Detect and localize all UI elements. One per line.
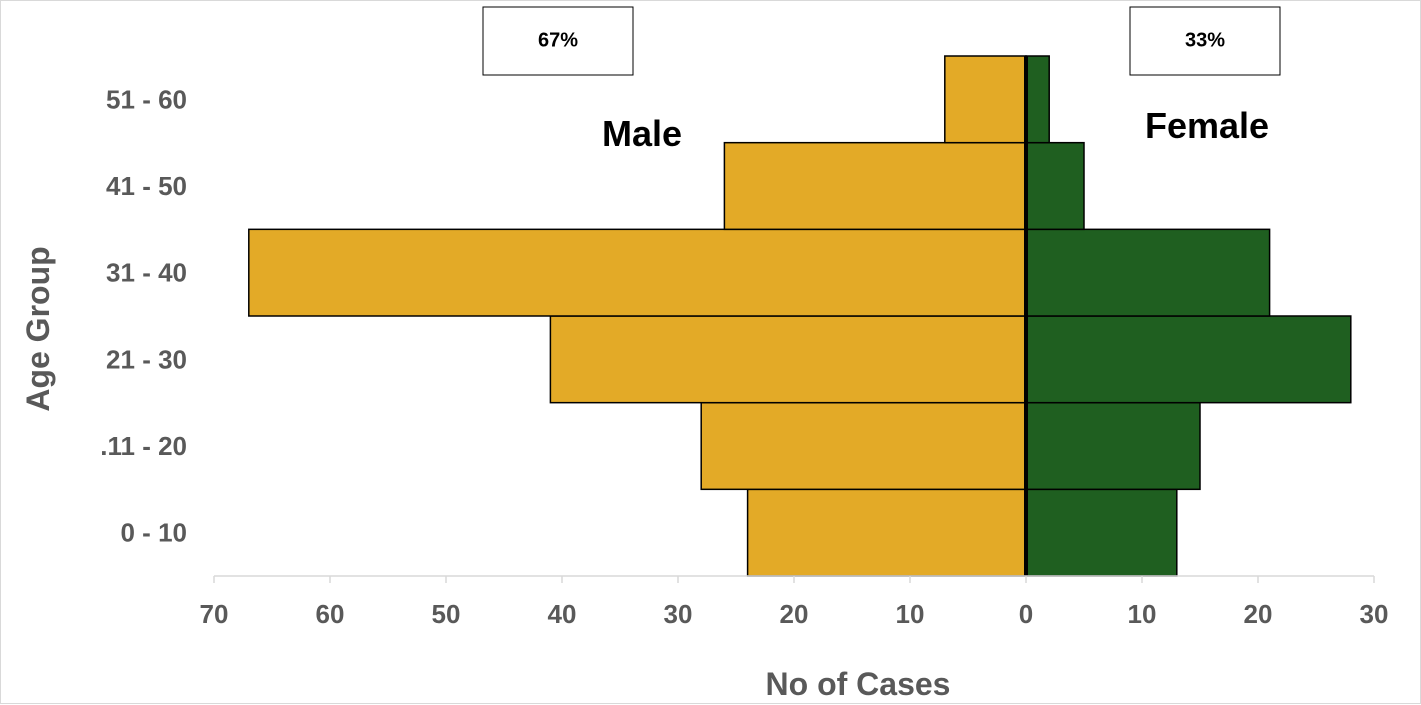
female-series-label: Female (1145, 105, 1269, 146)
male-bar-11-20 (700, 401, 1027, 491)
x-tick-label: 20 (1244, 599, 1273, 629)
x-tick-label: 40 (548, 599, 577, 629)
x-tick-label: 0 (1019, 599, 1033, 629)
x-tick-label: 20 (780, 599, 809, 629)
female-bar-31-40 (1025, 228, 1271, 317)
female-percent-label: 33% (1185, 29, 1225, 51)
y-axis-title: Age Group (20, 246, 56, 411)
female-percent-box-frame (1129, 6, 1281, 76)
y-ticks-layer: 0 - 10 .11 - 20 21 - 30 31 - 40 41 - 50 51 - … (100, 84, 187, 547)
y-tick-label: .11 - 20 (100, 431, 187, 461)
bars-layer (248, 55, 1352, 577)
x-tick-label: 70 (200, 599, 229, 629)
y-tick-label: 51 - 60 (106, 84, 187, 114)
male-bar-21-30 (549, 315, 1027, 404)
male-bar-31-40 (248, 228, 1027, 317)
female-bar-21-30 (1025, 315, 1352, 404)
female-bar-51-60 (1025, 55, 1050, 144)
x-axis-title: No of Cases (766, 666, 951, 702)
x-tick-label: 10 (1128, 599, 1157, 629)
female-bar-41-50 (1025, 141, 1085, 231)
male-bar-51-60 (944, 55, 1027, 144)
male-percent-box: 67% (482, 6, 634, 76)
male-series-label: Male (602, 113, 682, 154)
y-tick-label: 0 - 10 (121, 518, 188, 548)
x-ticks-layer: 70 60 50 40 30 20 10 0 10 20 30 (200, 576, 1389, 629)
x-tick-label: 30 (1360, 599, 1389, 629)
x-tick-label: 60 (316, 599, 345, 629)
y-tick-label: 41 - 50 (106, 171, 187, 201)
x-tick-label: 30 (664, 599, 693, 629)
female-bar-0-10 (1025, 488, 1178, 577)
y-tick-label: 31 - 40 (106, 258, 187, 288)
female-bar-11-20 (1025, 401, 1201, 491)
male-percent-box-frame (482, 6, 634, 76)
male-percent-label: 67% (538, 29, 578, 51)
x-tick-label: 10 (896, 599, 925, 629)
y-tick-label: 21 - 30 (106, 344, 187, 374)
female-percent-box: 33% (1129, 6, 1281, 76)
male-bar-41-50 (723, 141, 1027, 231)
male-bar-0-10 (746, 488, 1027, 577)
x-tick-label: 50 (432, 599, 461, 629)
